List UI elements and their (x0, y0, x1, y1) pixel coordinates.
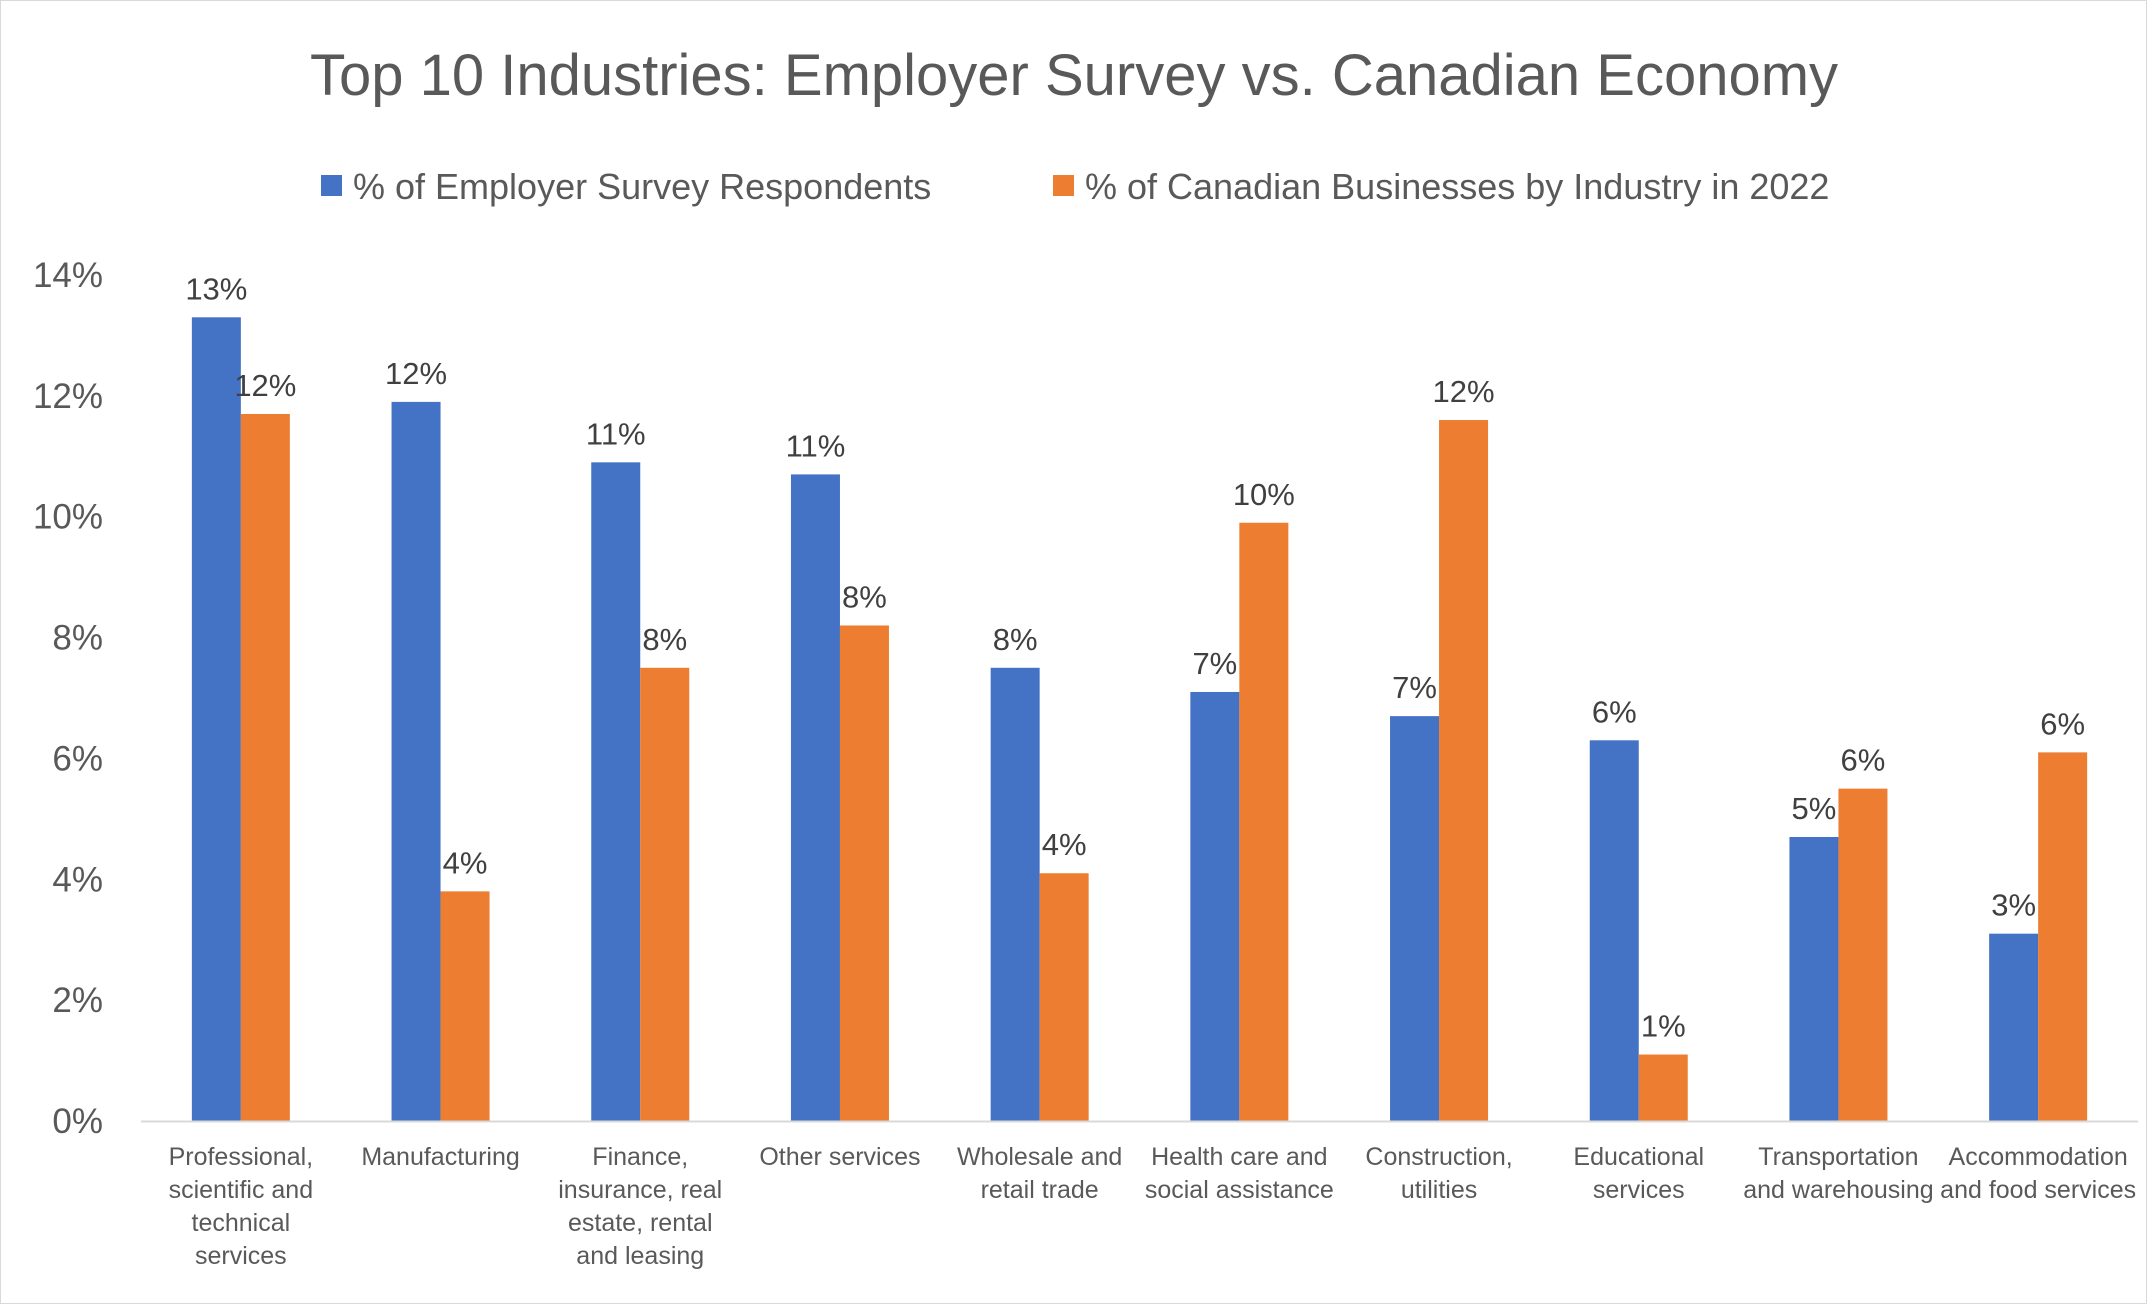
y-tick-label: 14% (33, 256, 103, 295)
data-label-series-2-7: 12% (1433, 374, 1495, 409)
plot-area: 13% 12% 12% 4% 11% 8% 11% 8% 8% 4% 7% 10% 7% 12% 6% 1% 5… (185, 271, 2088, 1121)
x-tick-label-line: social assistance (1145, 1176, 1334, 1204)
bar-series-1-6 (1190, 691, 1240, 1121)
data-label-series-1-10: 3% (1991, 888, 2036, 923)
x-tick-label-line: estate, rental (568, 1209, 713, 1237)
y-tick-label: 6% (52, 739, 103, 778)
legend: % of Employer Survey Respondents % of Can… (321, 166, 1829, 207)
x-tick-label-line: and food services (1940, 1176, 2136, 1204)
x-tick-label-line: Professional, (169, 1143, 314, 1171)
bar-series-1-3 (591, 462, 641, 1121)
bar-series-1-1 (191, 317, 241, 1121)
x-tick-label: Transportation and warehousing (1743, 1143, 1933, 1204)
x-tick-label: Accommodation and food services (1940, 1143, 2136, 1204)
data-label-series-2-1: 12% (234, 368, 296, 403)
x-tick-label: Other services (759, 1143, 920, 1171)
x-tick-label: Manufacturing (361, 1143, 519, 1171)
bar-series-2-4 (839, 625, 889, 1121)
x-tick-label-line: retail trade (981, 1176, 1099, 1204)
bar-series-1-2 (391, 401, 441, 1121)
bar-series-1-4 (790, 474, 840, 1121)
legend-swatch-2 (1053, 175, 1074, 196)
x-tick-label-line: services (1593, 1176, 1685, 1204)
x-tick-label-line: technical (192, 1209, 291, 1237)
data-label-series-1-6: 7% (1192, 646, 1237, 681)
x-tick-label-line: Manufacturing (361, 1143, 519, 1171)
y-axis: 0% 2% 4% 6% 8% 10% 12% 14% (33, 256, 103, 1141)
x-tick-label-line: scientific and (169, 1176, 314, 1204)
data-label-series-1-8: 6% (1592, 694, 1637, 729)
data-label-series-2-8: 1% (1641, 1009, 1686, 1044)
bar-series-1-7 (1390, 716, 1440, 1121)
bar-series-2-6 (1239, 522, 1289, 1121)
data-label-series-1-5: 8% (993, 622, 1038, 657)
x-tick-label-line: and leasing (576, 1242, 704, 1270)
x-tick-label: Professional, scientific and technical serv… (169, 1143, 314, 1270)
x-tick-label-line: services (195, 1242, 287, 1270)
data-label-series-2-6: 10% (1233, 477, 1295, 512)
y-tick-label: 4% (52, 860, 103, 899)
data-label-series-2-9: 6% (1841, 743, 1886, 778)
bar-series-1-5 (990, 667, 1040, 1121)
bar-series-2-9 (1838, 788, 1888, 1121)
x-tick-label-line: insurance, real (558, 1176, 722, 1204)
x-tick-label: Construction, utilities (1365, 1143, 1512, 1204)
x-tick-label-line: Transportation (1758, 1143, 1918, 1171)
data-label-series-2-4: 8% (842, 579, 887, 614)
x-tick-label-line: Accommodation (1949, 1143, 2128, 1171)
bar-series-2-1 (240, 413, 290, 1121)
bar-series-2-10 (2038, 752, 2088, 1121)
data-label-series-2-5: 4% (1042, 827, 1087, 862)
x-tick-label-line: Other services (759, 1143, 920, 1171)
data-label-series-1-9: 5% (1792, 791, 1837, 826)
x-tick-label: Wholesale and retail trade (957, 1143, 1122, 1204)
x-tick-label: Educational services (1573, 1143, 1704, 1204)
x-tick-label-line: utilities (1401, 1176, 1477, 1204)
y-tick-label: 8% (52, 619, 103, 658)
x-axis: Professional, scientific and technical serv… (141, 1120, 2138, 1270)
y-tick-label: 0% (52, 1102, 103, 1141)
data-label-series-2-10: 6% (2040, 706, 2085, 741)
legend-label-1: % of Employer Survey Respondents (353, 166, 931, 207)
chart-title: Top 10 Industries: Employer Survey vs. C… (310, 43, 1838, 108)
data-label-series-1-4: 11% (786, 428, 846, 463)
data-label-series-1-2: 12% (385, 356, 447, 391)
x-tick-label: Health care and social assistance (1145, 1143, 1334, 1204)
y-tick-label: 2% (52, 981, 103, 1020)
bar-series-2-3 (640, 667, 690, 1121)
x-tick-label-line: Construction, (1365, 1143, 1512, 1171)
bar-series-2-7 (1439, 420, 1489, 1121)
bar-series-1-8 (1589, 740, 1639, 1121)
bar-series-2-2 (440, 891, 490, 1121)
y-tick-label: 12% (33, 377, 103, 416)
x-tick-label-line: Wholesale and (957, 1143, 1122, 1171)
data-label-series-1-7: 7% (1392, 670, 1437, 705)
legend-swatch-1 (321, 175, 342, 196)
y-tick-label: 10% (33, 498, 103, 537)
bar-series-1-10 (1989, 933, 2039, 1121)
x-tick-label-line: and warehousing (1743, 1176, 1933, 1204)
x-tick-label: Finance, insurance, real estate, rental and… (558, 1143, 722, 1270)
bar-series-2-5 (1039, 873, 1089, 1121)
x-tick-label-line: Educational (1573, 1143, 1704, 1171)
bar-series-2-8 (1638, 1054, 1688, 1121)
data-label-series-2-2: 4% (443, 845, 488, 880)
data-label-series-1-3: 11% (586, 416, 646, 451)
legend-label-2: % of Canadian Businesses by Industry in … (1085, 166, 1829, 207)
data-label-series-1-1: 13% (185, 271, 247, 306)
data-label-series-2-3: 8% (642, 622, 687, 657)
x-tick-label-line: Finance, (592, 1143, 688, 1171)
x-tick-label-line: Health care and (1151, 1143, 1328, 1171)
bar-series-1-9 (1789, 836, 1839, 1121)
